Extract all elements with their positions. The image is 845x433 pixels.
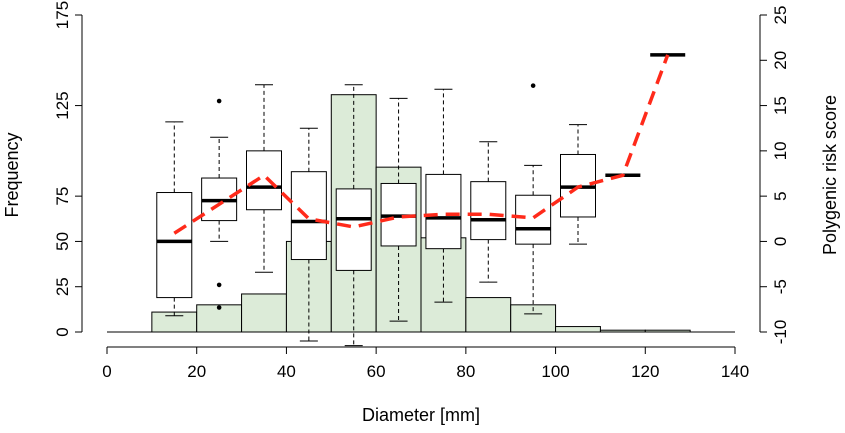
x-tick-label: 0 [102,362,111,381]
histogram-bar [555,326,601,333]
boxplot-outlier [216,98,222,104]
y-right-tick-label: 5 [771,191,790,200]
histogram-bar [241,293,287,333]
boxplot-box [515,194,552,245]
x-tick-label: 40 [277,362,296,381]
histogram-bar [644,329,691,333]
y-left-tick-label: 125 [53,91,72,119]
y-left-axis-title: Frequency [2,132,22,217]
y-right-tick-label: 25 [771,6,790,25]
x-tick-label: 20 [187,362,206,381]
y-left-tick-label: 75 [53,187,72,206]
boxplots [156,53,686,347]
boxplot-box [246,150,282,211]
x-tick-label: 60 [367,362,386,381]
mean-line [173,54,670,235]
axes: 0 20 40 60 80 100 120 140 0 25 50 75 125 175 -10 -5 0 5 10… [53,1,790,381]
y-right-tick-label: 20 [771,51,790,70]
y-right-tick-label: 15 [771,96,790,115]
boxplot-box [335,188,372,271]
y-left-tick-label: 50 [53,232,72,251]
mean-line-layer [173,54,670,235]
x-tick-label: 100 [541,362,569,381]
y-left-tick-label: 0 [53,327,72,336]
boxplot-outlier [216,282,222,288]
histogram-bar [599,329,646,333]
x-axis-title: Diameter [mm] [362,405,480,425]
boxplot-box [290,171,327,261]
y-right-axis-title: Polygenic risk score [820,95,840,255]
x-tick-label: 140 [721,362,749,381]
y-left-tick-label: 175 [53,1,72,29]
boxplot-box [425,173,462,250]
y-right-tick-label: -10 [771,320,790,345]
y-left-tick-label: 25 [53,277,72,296]
boxplot-box [156,192,193,299]
y-right-tick-label: 10 [771,141,790,160]
boxplot-outlier [216,305,222,310]
x-tick-label: 80 [456,362,475,381]
boxplot-box [470,181,507,241]
histogram-bar [465,297,512,333]
y-right-tick-label: -5 [771,279,790,294]
x-tick-label: 120 [631,362,659,381]
y-right-tick-label: 0 [771,237,790,246]
boxplot-outlier [530,83,536,88]
